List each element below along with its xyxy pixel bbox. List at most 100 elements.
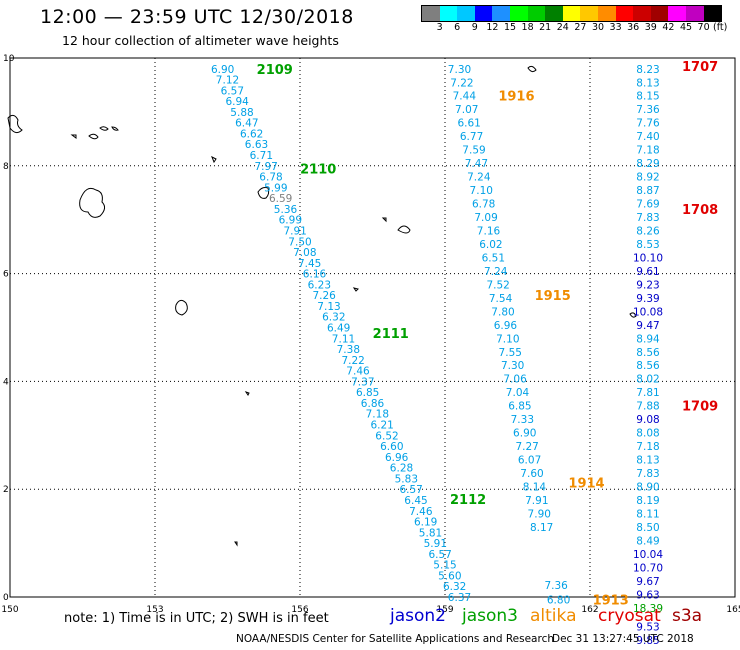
orbit-label: 2112 bbox=[450, 493, 486, 508]
wave-height-value: 6.90 bbox=[211, 64, 234, 76]
island-outline bbox=[629, 312, 637, 318]
wave-height-value: 7.90 bbox=[528, 508, 551, 520]
colorbar-swatch bbox=[650, 6, 669, 21]
wave-height-value: 7.37 bbox=[351, 376, 374, 388]
orbit-label: 1707 bbox=[682, 60, 718, 75]
wave-height-value: 8.29 bbox=[636, 158, 659, 170]
wave-height-value: 7.18 bbox=[636, 145, 659, 157]
wave-height-value: 7.52 bbox=[486, 279, 509, 291]
colorbar bbox=[421, 5, 723, 22]
map-title: 12:00 — 23:59 UTC 12/30/2018 bbox=[40, 6, 354, 28]
wave-height-value: 6.52 bbox=[375, 430, 398, 442]
wave-height-value: 8.87 bbox=[636, 185, 659, 197]
colorbar-label: 36 bbox=[627, 22, 640, 33]
colorbar-swatch bbox=[685, 6, 704, 21]
colorbar-label: 27 bbox=[574, 22, 587, 33]
colorbar-label: 30 bbox=[591, 22, 605, 33]
wave-height-value: 7.46 bbox=[346, 366, 370, 378]
wave-height-value: 6.21 bbox=[370, 420, 393, 432]
colorbar-label: 21 bbox=[539, 22, 552, 33]
wave-height-value: 7.18 bbox=[366, 409, 389, 421]
wave-height-value: 9.67 bbox=[636, 576, 659, 588]
wave-height-value: 5.60 bbox=[438, 570, 461, 582]
wave-height-value: 6.62 bbox=[240, 128, 263, 140]
wave-height-value: 5.81 bbox=[419, 527, 442, 539]
x-tick-label: 150 bbox=[1, 605, 18, 615]
island-outline bbox=[234, 541, 238, 547]
colorbar-label: 12 bbox=[486, 22, 499, 33]
wave-height-value: 6.90 bbox=[513, 428, 536, 440]
island-outline bbox=[397, 225, 411, 234]
wave-height-value: 7.22 bbox=[450, 77, 473, 89]
colorbar-label: 70 bbox=[697, 22, 710, 33]
wave-height-value: 6.61 bbox=[457, 118, 480, 130]
wave-height-value: 7.04 bbox=[506, 387, 530, 399]
wave-height-value: 6.78 bbox=[259, 172, 282, 184]
wave-height-value: 9.53 bbox=[636, 622, 659, 634]
colorbar-label: 42 bbox=[662, 22, 675, 33]
wave-height-value: 8.50 bbox=[636, 522, 659, 534]
x-tick-label: 159 bbox=[436, 605, 453, 615]
wave-height-value: 6.60 bbox=[380, 441, 403, 453]
colorbar-label: 15 bbox=[503, 22, 517, 33]
wave-height-value: 7.06 bbox=[503, 374, 527, 386]
colorbar-swatch bbox=[474, 6, 493, 21]
orbit-label: 1914 bbox=[568, 477, 604, 492]
wave-height-value: 6.78 bbox=[472, 199, 495, 211]
wave-height-value: 7.69 bbox=[636, 199, 659, 211]
wave-height-value: 6.28 bbox=[390, 463, 413, 475]
wave-height-value: 5.88 bbox=[230, 107, 253, 119]
wave-height-value: 7.13 bbox=[317, 301, 340, 313]
wave-height-value: 8.23 bbox=[636, 64, 659, 76]
colorbar-swatch bbox=[668, 6, 686, 21]
colorbar-label: 45 bbox=[679, 22, 693, 33]
wave-height-value: 9.61 bbox=[636, 266, 659, 278]
wave-height-value: 6.96 bbox=[494, 320, 518, 332]
wave-height-value: 7.59 bbox=[462, 145, 485, 157]
wave-height-value: 6.80 bbox=[547, 595, 570, 607]
wave-height-value: 8.56 bbox=[636, 360, 660, 372]
wave-height-value: 5.91 bbox=[424, 538, 447, 550]
colorbar-label: 3 bbox=[436, 22, 443, 33]
wave-height-value: 10.70 bbox=[633, 562, 663, 574]
wave-height-value: 7.40 bbox=[636, 131, 659, 143]
y-tick-label: 6 bbox=[3, 270, 9, 280]
wave-height-value: 8.13 bbox=[636, 77, 659, 89]
orbit-label: 2111 bbox=[373, 327, 409, 342]
wave-height-value: 6.99 bbox=[279, 215, 302, 227]
colorbar-swatch bbox=[703, 6, 722, 21]
wave-height-value: 7.97 bbox=[254, 161, 277, 173]
wave-height-value: 7.10 bbox=[470, 185, 493, 197]
wave-height-value: 8.56 bbox=[636, 347, 660, 359]
wave-height-value: 7.26 bbox=[312, 290, 336, 302]
wave-height-value: 8.17 bbox=[530, 522, 553, 534]
wave-height-value: 7.18 bbox=[636, 441, 659, 453]
wave-height-value: 8.92 bbox=[636, 172, 659, 184]
wave-height-value: 6.32 bbox=[443, 581, 466, 593]
wave-height-value: 7.16 bbox=[477, 225, 501, 237]
wave-height-value: 8.15 bbox=[636, 91, 659, 103]
wave-height-value: 7.22 bbox=[341, 355, 364, 367]
footer-credit: NOAA/NESDIS Center for Satellite Applica… bbox=[236, 633, 554, 645]
wave-height-value: 6.47 bbox=[235, 118, 258, 130]
wave-height-value: 6.51 bbox=[482, 252, 505, 264]
wave-height-value: 6.16 bbox=[303, 269, 327, 281]
wave-height-value: 6.23 bbox=[308, 279, 331, 291]
y-tick-label: 0 bbox=[3, 593, 9, 603]
x-tick-label: 165 bbox=[726, 605, 740, 615]
wave-height-value: 7.24 bbox=[467, 172, 491, 184]
wave-height-value: 7.60 bbox=[520, 468, 543, 480]
wave-height-value: 8.14 bbox=[523, 482, 547, 494]
wave-height-value: 5.36 bbox=[274, 204, 298, 216]
wave-height-value: 8.13 bbox=[636, 455, 659, 467]
wave-height-value: 10.04 bbox=[633, 549, 663, 561]
wave-height-value: 9.47 bbox=[636, 320, 659, 332]
wave-height-value: 7.46 bbox=[409, 506, 433, 518]
wave-height-value: 8.19 bbox=[636, 495, 659, 507]
wave-height-value: 6.96 bbox=[385, 452, 409, 464]
wave-height-value: 6.59 bbox=[269, 193, 292, 205]
wave-height-value: 7.91 bbox=[525, 495, 548, 507]
colorbar-label: 33 bbox=[609, 22, 622, 33]
y-tick-label: 8 bbox=[3, 162, 9, 172]
